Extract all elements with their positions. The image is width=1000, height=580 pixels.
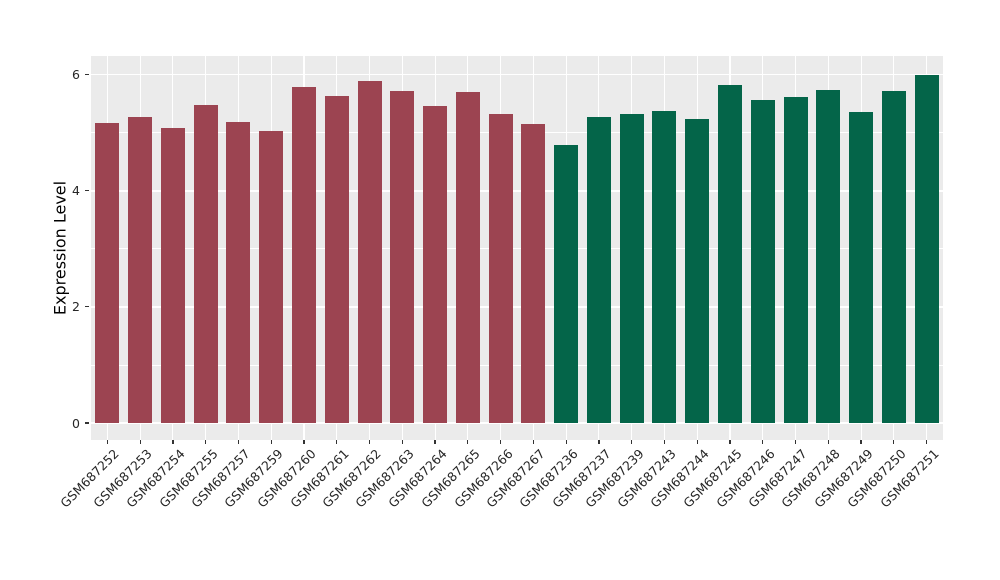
- bar-GSM687261: [324, 96, 349, 423]
- bar-GSM687248: [816, 90, 841, 423]
- x-tick-mark-GSM687251: [926, 440, 928, 444]
- y-tick-label-4: 4: [72, 183, 80, 199]
- x-tick-mark-GSM687255: [205, 440, 207, 444]
- gridline-minor-y5: [91, 132, 943, 134]
- bar-GSM687267: [521, 124, 546, 423]
- bar-GSM687237: [586, 117, 611, 423]
- x-tick-mark-GSM687245: [729, 440, 731, 444]
- bar-GSM687264: [423, 106, 448, 423]
- x-tick-mark-GSM687239: [631, 440, 633, 444]
- bar-GSM687265: [455, 92, 480, 423]
- bar-GSM687239: [619, 113, 644, 423]
- bar-GSM687263: [390, 90, 415, 423]
- x-tick-mark-GSM687257: [237, 440, 240, 444]
- y-tick-label-2: 2: [72, 299, 80, 315]
- x-tick-mark-GSM687262: [368, 440, 371, 444]
- bar-GSM687246: [750, 99, 775, 423]
- bar-GSM687245: [718, 85, 742, 423]
- x-tick-mark-GSM687265: [467, 440, 469, 444]
- x-tick-mark-GSM687264: [434, 440, 436, 444]
- bar-GSM687249: [849, 112, 874, 423]
- x-tick-mark-GSM687250: [893, 440, 895, 444]
- x-tick-mark-GSM687246: [762, 440, 764, 444]
- x-tick-mark-GSM687249: [860, 440, 862, 444]
- x-tick-mark-GSM687260: [303, 440, 305, 444]
- gridline-major-y4: [91, 190, 943, 192]
- bar-GSM687247: [783, 97, 808, 423]
- x-tick-mark-GSM687247: [794, 440, 797, 444]
- bar-GSM687262: [357, 80, 382, 423]
- bar-GSM687250: [881, 90, 906, 423]
- y-tick-mark-4: [85, 190, 89, 192]
- x-tick-mark-GSM687253: [139, 440, 141, 444]
- y-tick-mark-0: [85, 422, 89, 424]
- y-axis-title: Expression Level: [50, 180, 70, 316]
- plot-panel: [91, 56, 943, 440]
- x-tick-mark-GSM687267: [532, 440, 534, 444]
- x-tick-mark-GSM687259: [270, 440, 272, 444]
- gridline-major-y0: [91, 422, 943, 424]
- bar-GSM687244: [685, 118, 710, 423]
- x-tick-mark-GSM687237: [598, 440, 600, 444]
- y-tick-mark-6: [85, 74, 89, 76]
- bar-GSM687236: [554, 144, 579, 423]
- x-tick-mark-GSM687261: [336, 440, 338, 444]
- gridline-minor-y3: [91, 248, 943, 250]
- x-tick-mark-GSM687266: [500, 440, 502, 444]
- bar-GSM687255: [193, 105, 218, 423]
- x-tick-mark-GSM687254: [172, 440, 174, 444]
- x-tick-mark-GSM687243: [663, 440, 666, 444]
- bar-GSM687259: [259, 131, 284, 423]
- bar-GSM687243: [652, 111, 677, 423]
- bar-GSM687257: [226, 122, 251, 423]
- bar-GSM687252: [95, 123, 120, 423]
- y-tick-label-6: 6: [72, 67, 80, 83]
- gridline-major-y2: [91, 306, 943, 308]
- y-tick-label-0: 0: [72, 415, 80, 431]
- x-tick-mark-GSM687244: [696, 440, 698, 444]
- bar-GSM687251: [914, 74, 939, 423]
- bar-GSM687266: [488, 114, 513, 423]
- x-tick-mark-GSM687263: [401, 440, 403, 444]
- y-tick-mark-2: [85, 306, 89, 308]
- bar-GSM687254: [160, 128, 185, 423]
- bar-GSM687260: [292, 87, 316, 423]
- x-tick-mark-GSM687248: [827, 440, 829, 444]
- gridline-minor-y1: [91, 364, 943, 366]
- gridline-major-y6: [91, 73, 943, 76]
- bar-GSM687253: [128, 116, 153, 423]
- x-tick-mark-GSM687236: [565, 440, 567, 444]
- x-tick-mark-GSM687252: [106, 440, 108, 444]
